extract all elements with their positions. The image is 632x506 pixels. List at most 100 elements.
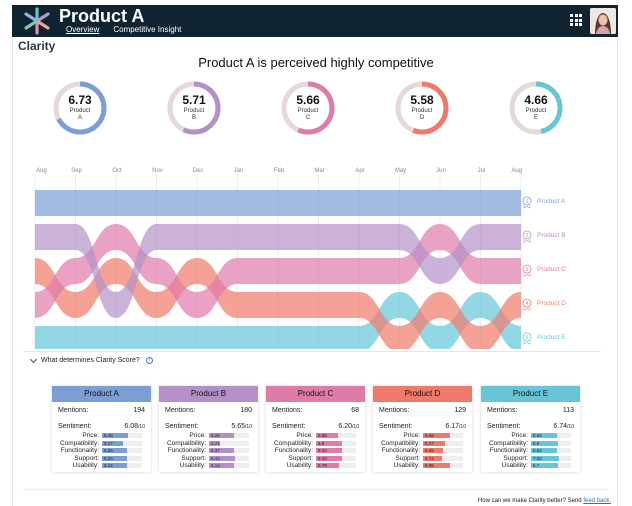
metric-value: 6.42 bbox=[211, 455, 220, 461]
metric-row: Usability: 6.85 bbox=[379, 462, 471, 470]
metric-value: 6.7 bbox=[533, 463, 540, 469]
sentiment-value: 6.74/10 bbox=[553, 423, 574, 430]
metric-value: 6.14 bbox=[104, 463, 113, 469]
month-label: Oct bbox=[112, 168, 122, 174]
score-gauge: 4.66 Product E bbox=[509, 81, 563, 135]
feedback-link[interactable]: feed back. bbox=[583, 498, 611, 504]
metric-row: Compatibility: 6.8 bbox=[487, 440, 579, 448]
series-ribbon[interactable] bbox=[35, 292, 521, 349]
mentions-label: Mentions: bbox=[272, 407, 303, 414]
rank-badge-icon bbox=[522, 264, 532, 274]
metric-bar-fill bbox=[209, 463, 234, 469]
metric-label: Usability: bbox=[72, 462, 99, 470]
metric-list: Price: 6.48 Compatibility: 5.17 Functionalit… bbox=[58, 432, 150, 470]
mentions-row: Mentions: 68 bbox=[272, 407, 359, 414]
metric-value: 6.48 bbox=[104, 433, 113, 439]
month-label: Aug bbox=[36, 168, 47, 174]
main-panel: Clarity Product A is perceived highly co… bbox=[12, 37, 618, 506]
sentiment-row: Sentiment: 6.17/10 bbox=[379, 423, 466, 430]
metric-row: Price: 6.48 bbox=[58, 432, 150, 440]
gauge-label: Product C bbox=[297, 108, 319, 121]
metric-bar-fill bbox=[423, 440, 445, 446]
month-label: Dec bbox=[193, 168, 204, 174]
metric-bar-fill bbox=[102, 455, 128, 461]
product-card: Product A Mentions: 194 Sentiment: 6.08/10 Pr… bbox=[52, 386, 151, 472]
feedback-note: How can we make Clarity better? Send fee… bbox=[478, 498, 611, 504]
card-title[interactable]: Product C bbox=[266, 386, 365, 402]
metric-bar-fill bbox=[316, 455, 342, 461]
gauge-ring bbox=[53, 81, 107, 135]
metric-label: Functionality: bbox=[274, 447, 313, 455]
card-title[interactable]: Product E bbox=[481, 386, 580, 402]
metric-bar: 6.13 bbox=[209, 463, 249, 469]
metric-row: Functionality: 6.25 bbox=[58, 447, 150, 455]
app-title: Product A bbox=[59, 6, 145, 26]
metric-label: Usability: bbox=[501, 462, 528, 470]
metric-value: 5.79 bbox=[318, 463, 327, 469]
mentions-row: Mentions: 113 bbox=[487, 407, 574, 414]
ribbon-tail-icon bbox=[523, 341, 531, 345]
legend-label: Product D bbox=[537, 300, 566, 307]
card-title[interactable]: Product B bbox=[159, 386, 258, 402]
info-icon[interactable]: i bbox=[145, 357, 153, 364]
metric-bar: 6.66 bbox=[423, 433, 463, 439]
legend-item[interactable]: 2 Product B bbox=[522, 230, 566, 243]
series-ribbon[interactable] bbox=[35, 224, 521, 318]
metric-bar-fill bbox=[209, 440, 220, 446]
mentions-label: Mentions: bbox=[58, 407, 89, 414]
metric-row: Support: 6.26 bbox=[58, 455, 150, 463]
legend-item[interactable]: 4 Product D bbox=[522, 298, 566, 311]
card-title[interactable]: Product A bbox=[52, 386, 151, 402]
legend-item[interactable]: 5 Product E bbox=[522, 332, 566, 345]
metric-bar: 6.48 bbox=[102, 433, 142, 439]
gauge-label: Product E bbox=[525, 108, 547, 121]
mentions-value: 180 bbox=[240, 407, 252, 414]
series-ribbon[interactable] bbox=[35, 190, 521, 216]
card-title[interactable]: Product D bbox=[373, 386, 472, 402]
rank-badge-icon bbox=[522, 230, 532, 240]
metric-bar-fill bbox=[531, 433, 558, 439]
metric-value: 4.74 bbox=[425, 455, 434, 461]
series-ribbon[interactable] bbox=[35, 224, 521, 318]
metric-value: 6.66 bbox=[425, 433, 434, 439]
metric-label: Compatibility: bbox=[488, 439, 528, 447]
nav-tabs: Overview Competitive Insight bbox=[66, 25, 181, 35]
series-ribbon[interactable] bbox=[35, 258, 521, 349]
gauge-score: 4.66 bbox=[524, 93, 548, 107]
tab-competitive-insight[interactable]: Competitive Insight bbox=[113, 25, 182, 34]
metric-bar: 6.43 bbox=[316, 455, 356, 461]
metric-bar: 6.8 bbox=[531, 440, 571, 446]
legend-item[interactable]: 1 Product A bbox=[522, 196, 566, 209]
metric-row: Functionality: 6.44 bbox=[272, 447, 364, 455]
metric-value: 6.43 bbox=[318, 455, 327, 461]
ribbon-tail-icon bbox=[523, 205, 531, 209]
month-label: Aug bbox=[511, 168, 522, 174]
metric-bar: 6.58 bbox=[531, 433, 571, 439]
page-headline: Product A is perceived highly competitiv… bbox=[198, 55, 434, 70]
sentiment-row: Sentiment: 5.65/10 bbox=[165, 423, 252, 430]
metric-row: Usability: 5.79 bbox=[272, 462, 364, 470]
metric-bar: 5.17 bbox=[102, 440, 142, 446]
metric-bar: 4.74 bbox=[423, 455, 463, 461]
rank-badge-icon bbox=[522, 332, 532, 342]
legend-item[interactable]: 3 Product C bbox=[522, 264, 566, 277]
metric-bar-fill bbox=[209, 433, 235, 439]
gauge-score: 5.66 bbox=[296, 93, 320, 107]
sentiment-row: Sentiment: 6.74/10 bbox=[487, 423, 574, 430]
rank-number: 5 bbox=[526, 335, 529, 341]
metric-value: 6.25 bbox=[104, 448, 113, 454]
rank-number: 3 bbox=[526, 267, 529, 273]
metric-value: 5.05 bbox=[425, 448, 434, 454]
metric-label: Price: bbox=[82, 432, 99, 440]
tab-overview[interactable]: Overview bbox=[66, 25, 100, 34]
metric-row: Support: 6.43 bbox=[272, 455, 364, 463]
ribbon-tail-icon bbox=[523, 307, 531, 311]
feedback-text: How can we make Clarity better? Send bbox=[477, 498, 584, 504]
avatar[interactable] bbox=[590, 8, 616, 34]
metric-bar-fill bbox=[316, 440, 343, 446]
metric-bar: 7.02 bbox=[531, 455, 571, 461]
apps-grid-icon[interactable] bbox=[570, 14, 582, 26]
score-drivers-toggle[interactable]: What determines Clarity Score? i bbox=[29, 355, 153, 364]
metric-row: Usability: 6.7 bbox=[487, 462, 579, 470]
metric-label: Support: bbox=[181, 454, 206, 462]
